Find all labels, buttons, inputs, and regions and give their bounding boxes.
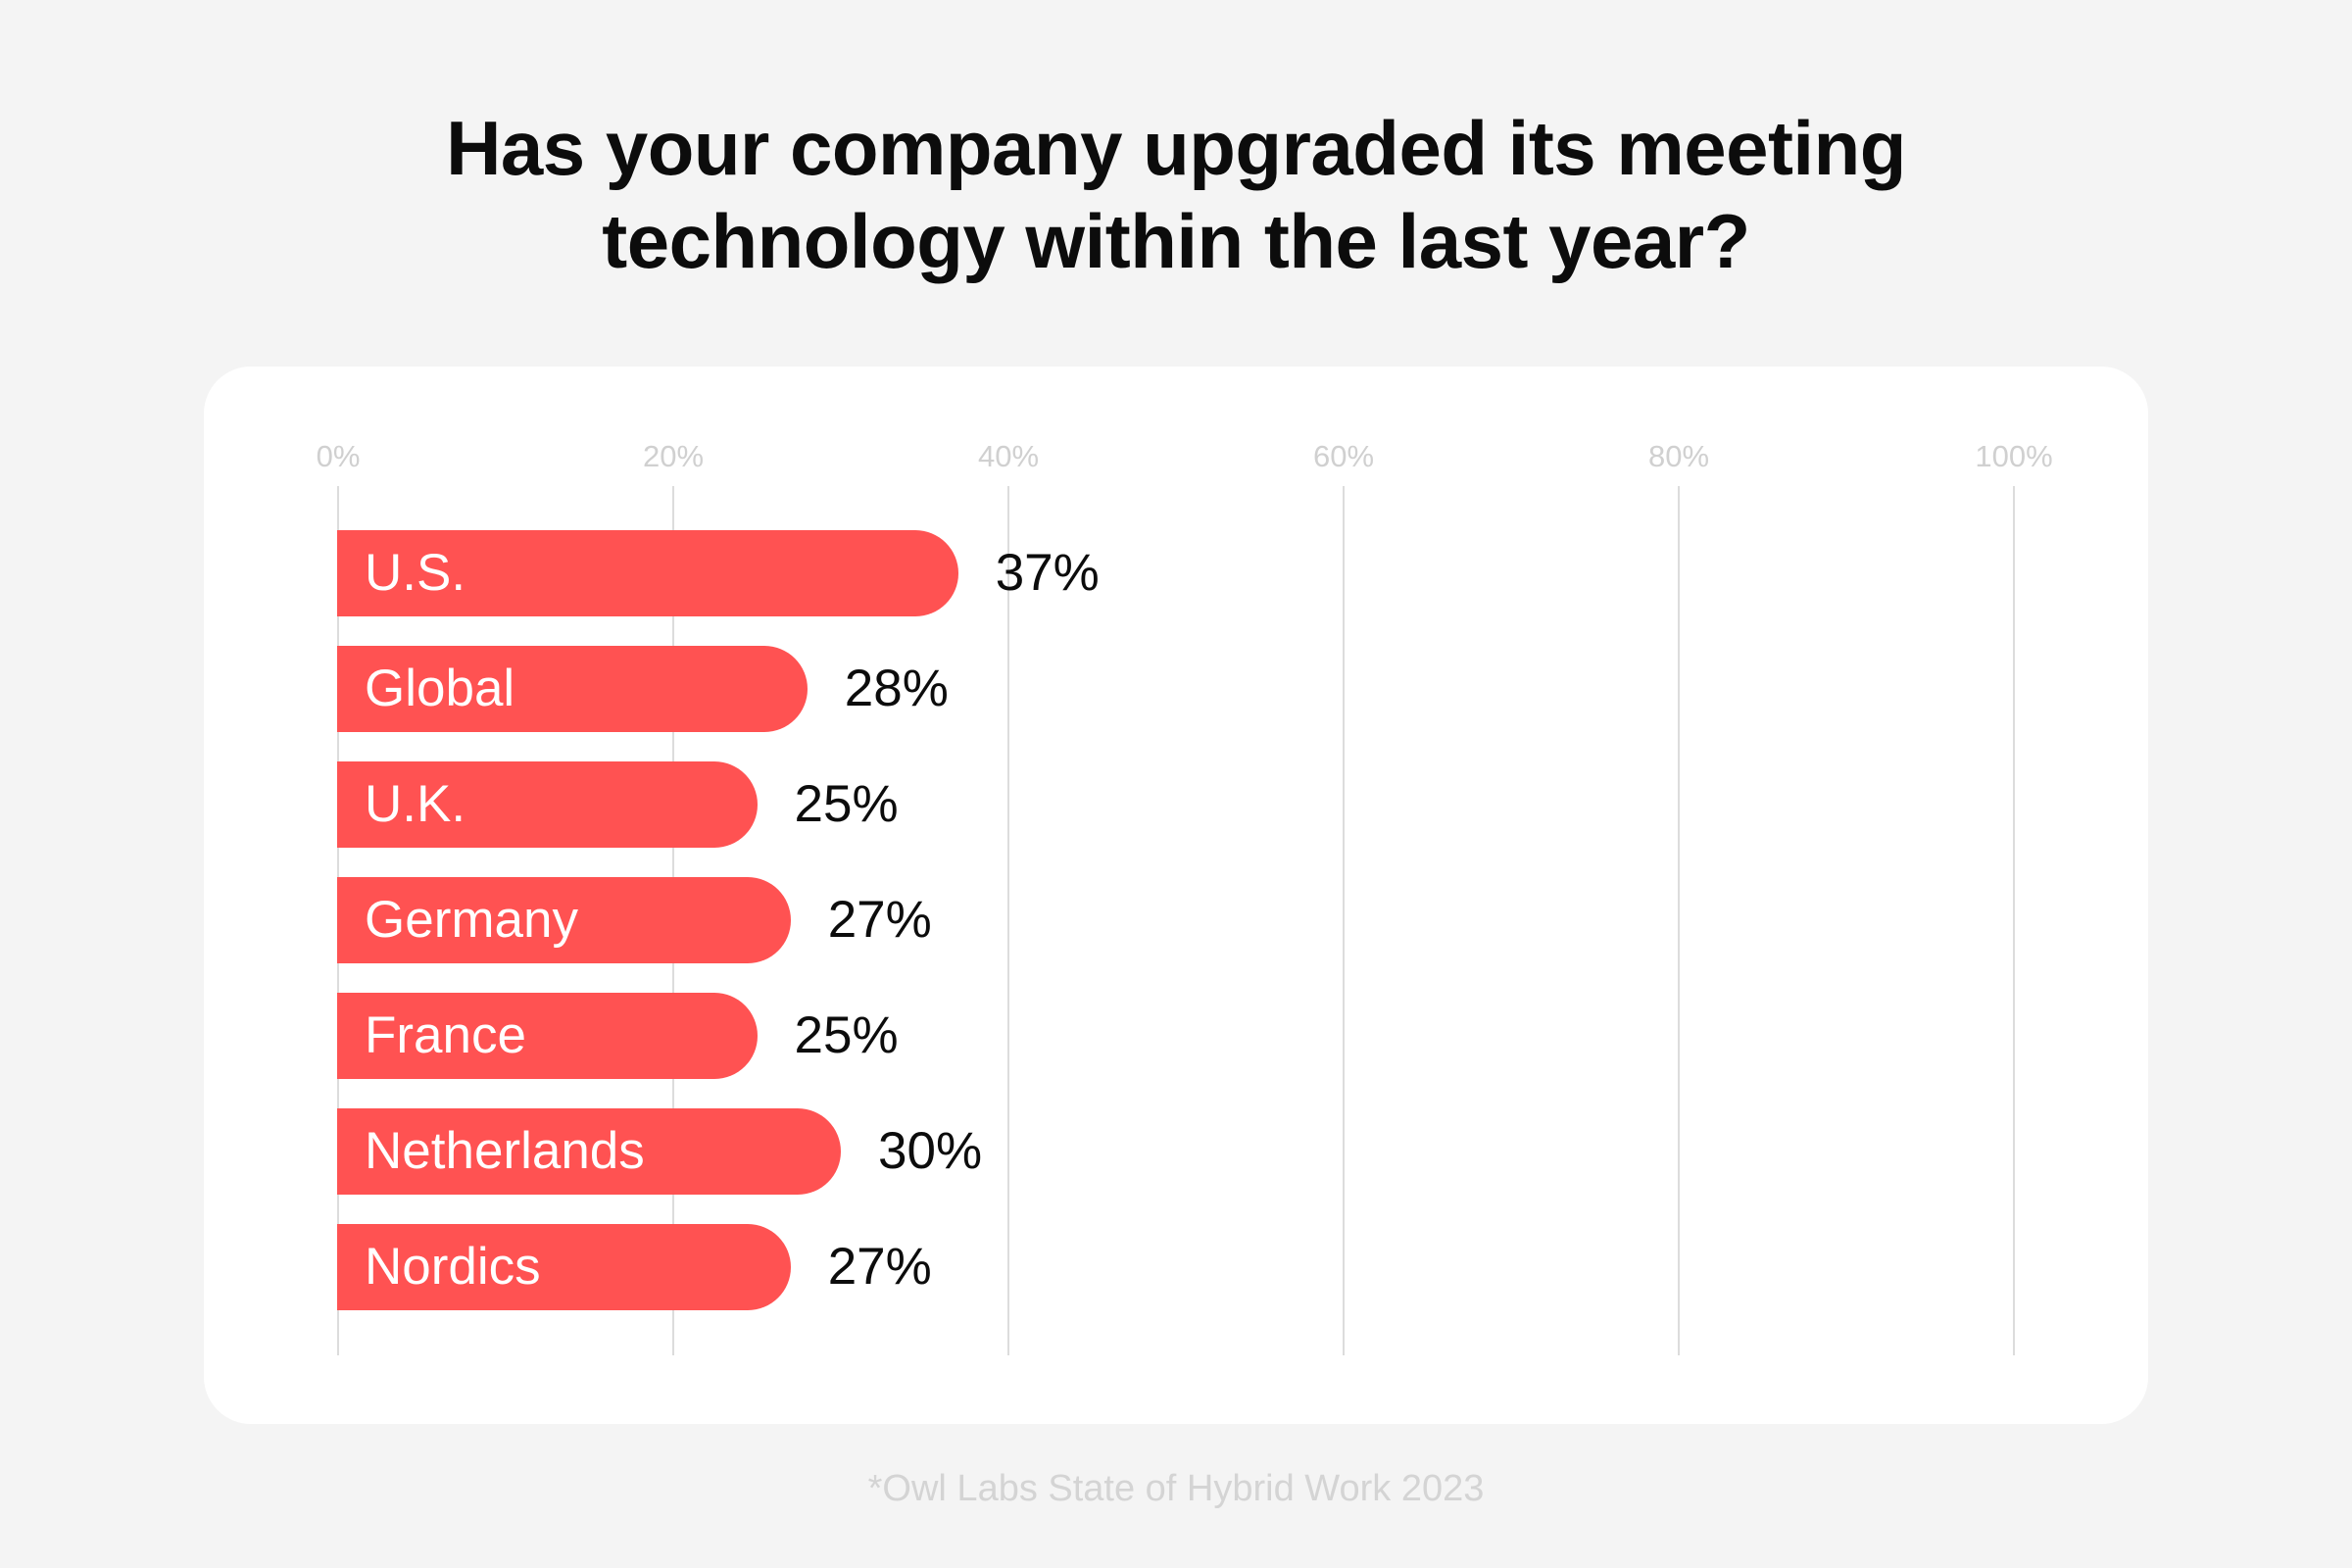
bar-row: France 25% [0, 993, 2352, 1079]
chart-title-line-1: Has your company upgraded its meeting [446, 105, 1906, 191]
bar-category-label: Nordics [365, 1238, 541, 1296]
bar-value-label: 25% [794, 775, 899, 833]
x-tick-label: 40% [977, 439, 1040, 473]
bar-category-label: Germany [365, 891, 578, 949]
bar: Nordics [337, 1224, 791, 1310]
x-tick-label: 0% [316, 439, 361, 473]
bar-row: U.S. 37% [0, 530, 2352, 616]
source-footnote: *Owl Labs State of Hybrid Work 2023 [867, 1468, 1485, 1509]
bar-value-label: 27% [827, 891, 932, 949]
bar-value-label: 37% [995, 544, 1100, 602]
bar-value-label: 25% [794, 1006, 899, 1064]
gridline [1678, 486, 1680, 1355]
gridline [2013, 486, 2015, 1355]
x-tick-label: 80% [1647, 439, 1710, 473]
x-tick-label: 100% [1975, 439, 2053, 473]
x-tick-label: 60% [1312, 439, 1375, 473]
bar-row: Netherlands 30% [0, 1108, 2352, 1195]
gridline [1343, 486, 1345, 1355]
bar-value-label: 28% [844, 660, 949, 717]
bar: U.S. [337, 530, 958, 616]
bar-category-label: U.K. [365, 775, 466, 833]
bar: France [337, 993, 758, 1079]
bar: Global [337, 646, 808, 732]
bar-value-label: 27% [827, 1238, 932, 1296]
bar-value-label: 30% [878, 1122, 983, 1180]
bar-row: Germany 27% [0, 877, 2352, 963]
chart-title-line-2: technology within the last year? [602, 198, 1750, 284]
bar-row: U.K. 25% [0, 761, 2352, 848]
bar-category-label: U.S. [365, 544, 466, 602]
chart-title: Has your company upgraded its meeting te… [0, 102, 2352, 288]
bar-category-label: France [365, 1006, 526, 1064]
bar: Netherlands [337, 1108, 841, 1195]
bar-row: Global 28% [0, 646, 2352, 732]
bar-row: Nordics 27% [0, 1224, 2352, 1310]
bar: Germany [337, 877, 791, 963]
bar-category-label: Global [365, 660, 515, 717]
bar: U.K. [337, 761, 758, 848]
gridline [1007, 486, 1009, 1355]
x-tick-label: 20% [642, 439, 705, 473]
bar-category-label: Netherlands [365, 1122, 645, 1180]
